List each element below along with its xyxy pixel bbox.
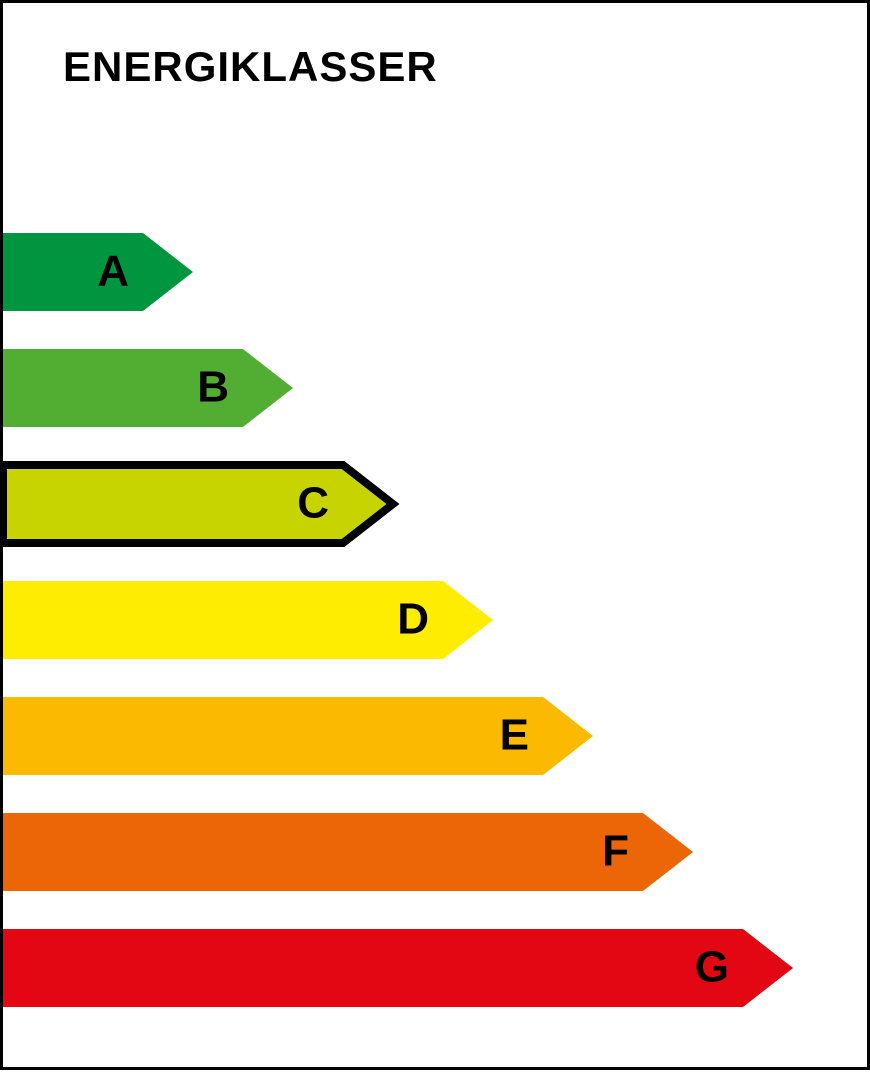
energy-bar-label-a: A bbox=[97, 247, 129, 296]
energy-bar-label-f: F bbox=[602, 827, 629, 876]
energy-bar-f bbox=[3, 813, 693, 891]
energy-bar-label-b: B bbox=[197, 363, 229, 412]
energy-bars-chart: A B C D E F G bbox=[3, 3, 867, 1073]
energy-bar-c bbox=[3, 465, 393, 543]
energy-bar-g bbox=[3, 929, 793, 1007]
energy-bar-label-g: G bbox=[695, 943, 729, 992]
energy-bar-b bbox=[3, 349, 293, 427]
energy-bar-label-e: E bbox=[500, 711, 529, 760]
energy-label-frame: ENERGIKLASSER ABCDEFG bbox=[0, 0, 870, 1070]
energy-bar-label-c: C bbox=[297, 479, 329, 528]
energy-bar-label-d: D bbox=[397, 595, 429, 644]
